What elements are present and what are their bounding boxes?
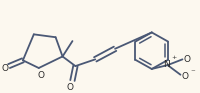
Text: O: O bbox=[181, 72, 188, 81]
Text: O: O bbox=[67, 83, 74, 92]
Text: O: O bbox=[2, 64, 9, 73]
Text: O: O bbox=[37, 71, 44, 80]
Text: O: O bbox=[183, 55, 190, 64]
Text: +: + bbox=[170, 55, 175, 60]
Text: N: N bbox=[162, 60, 169, 69]
Text: ⁻: ⁻ bbox=[189, 68, 194, 77]
